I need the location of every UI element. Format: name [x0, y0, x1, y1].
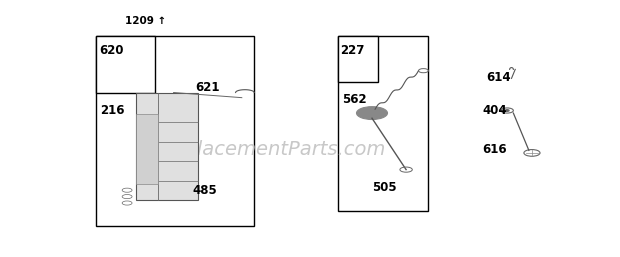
Bar [136, 114, 158, 184]
Circle shape [505, 110, 509, 111]
Text: 1209 ↑: 1209 ↑ [125, 16, 166, 26]
Text: 505: 505 [372, 181, 397, 194]
Text: 620: 620 [99, 44, 124, 57]
Bar [136, 93, 198, 200]
Text: eReplacementParts.com: eReplacementParts.com [148, 140, 386, 159]
Text: 227: 227 [340, 44, 365, 57]
Text: 404: 404 [482, 104, 507, 117]
Text: 621: 621 [195, 81, 220, 94]
Text: 562: 562 [342, 93, 366, 106]
Bar [338, 36, 378, 82]
Bar [96, 36, 155, 93]
Text: 216: 216 [100, 104, 125, 117]
Text: 485: 485 [192, 184, 217, 197]
Text: 614: 614 [487, 71, 512, 84]
Bar [96, 36, 254, 226]
Circle shape [356, 107, 388, 120]
Bar [338, 36, 428, 211]
Text: 616: 616 [482, 143, 507, 155]
